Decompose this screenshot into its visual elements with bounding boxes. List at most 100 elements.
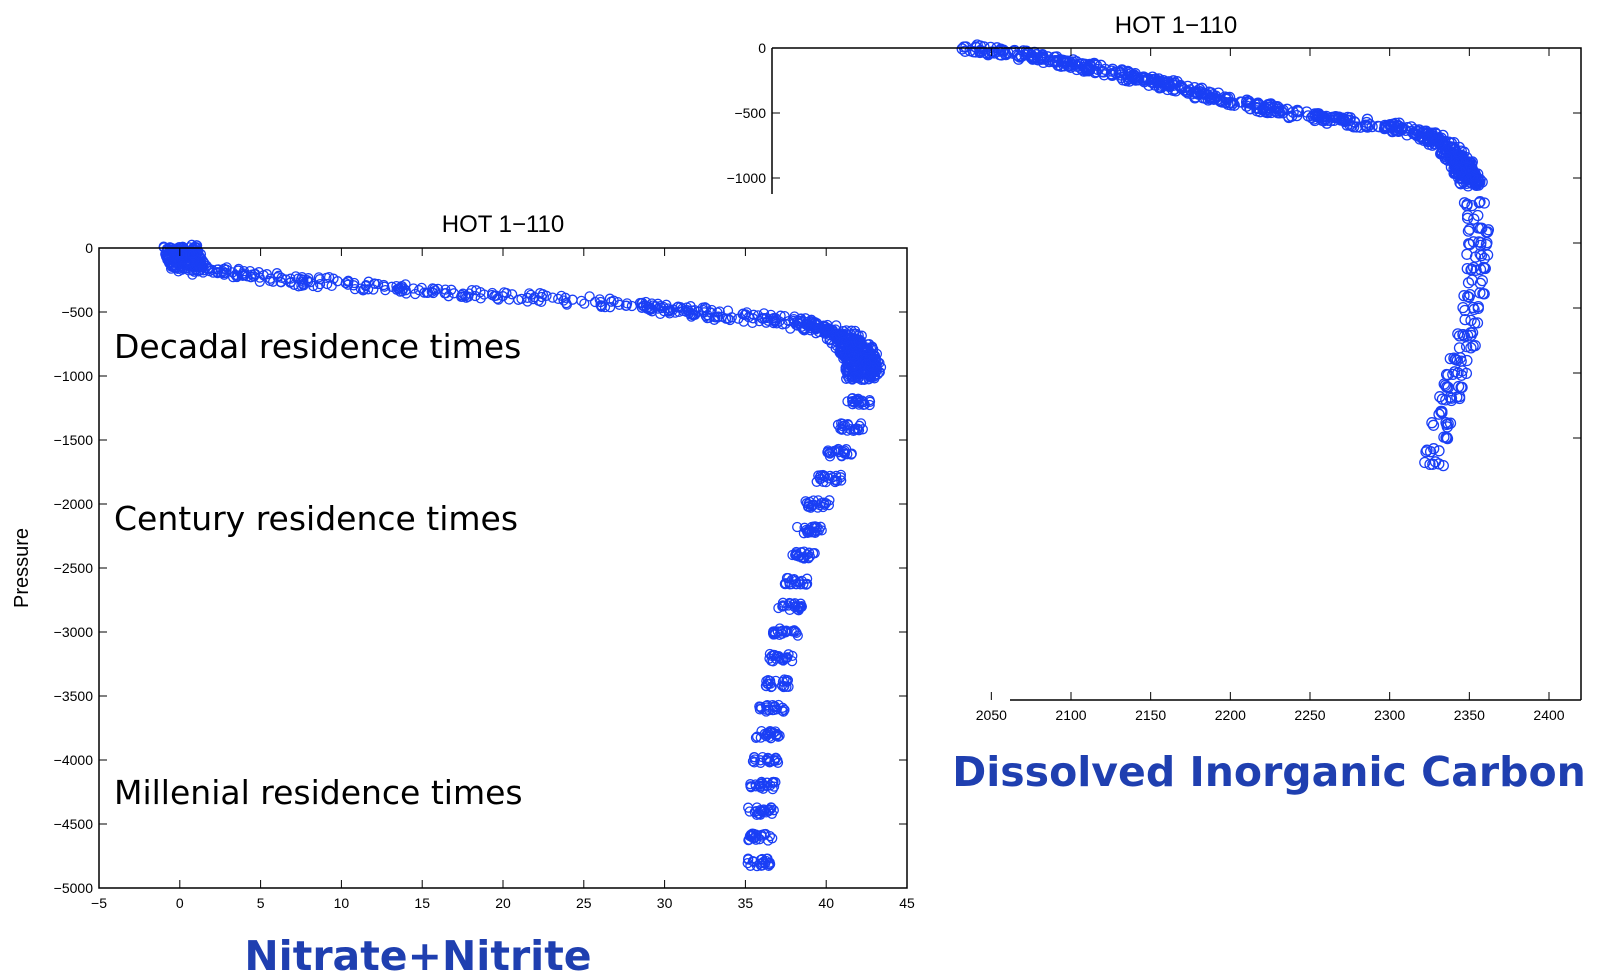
dic-data-point [1457, 301, 1469, 314]
x-tick-label: 2350 [1454, 707, 1485, 723]
dic-data-point [1328, 111, 1340, 124]
nitrate-data-point [848, 350, 860, 361]
nitrate-data-point [595, 296, 606, 308]
dic-data-point [1462, 290, 1474, 303]
y-tick-label: 0 [758, 40, 766, 56]
nitrate-data-point [824, 451, 836, 462]
dic-data-point [1461, 209, 1474, 222]
nitrate-data-point [394, 283, 405, 295]
dic-data-point [1444, 417, 1457, 429]
nitrate-data-point [213, 264, 224, 275]
nitrate-data-point [811, 320, 823, 331]
nitrate-data-point [758, 804, 769, 815]
dic-data-point [1435, 405, 1447, 418]
nitrate-data-point [858, 396, 869, 408]
x-tick-label: −5 [91, 895, 107, 911]
nitrate-data-point [750, 834, 762, 845]
dic-data-point [1386, 125, 1399, 138]
dic-data-point [1361, 121, 1374, 133]
nitrate-data-point [779, 600, 790, 612]
dic-data-point [1467, 236, 1480, 248]
nitrate-data-point [846, 449, 857, 460]
nitrate-data-point [752, 310, 764, 321]
dic-data-point [1427, 419, 1440, 431]
dic-data-point [1461, 262, 1473, 275]
nitrate-data-point [758, 856, 769, 867]
dic-data-point [1071, 60, 1083, 72]
nitrate-data-point [783, 600, 794, 611]
nitrate-data-point [794, 576, 805, 587]
nitrate-data-point [781, 674, 792, 686]
nitrate-data-point [742, 857, 753, 869]
dic-data-point [1466, 326, 1479, 339]
y-tick-label: −3000 [54, 624, 94, 640]
dic-data-point [1475, 249, 1488, 262]
dic-data-point [1167, 84, 1179, 96]
dic-data-point [1463, 223, 1476, 235]
nitrate-data-point [842, 449, 853, 460]
nitrate-data-point [185, 262, 197, 273]
x-tick-label: 45 [899, 895, 915, 911]
nitrate-data-point [813, 326, 825, 338]
nitrate-data-point [503, 294, 515, 305]
dic-data-point [1057, 56, 1069, 68]
dic-data-point [1441, 151, 1453, 163]
dic-data-point [1461, 354, 1473, 367]
nitrate-data-point [768, 805, 779, 816]
nitrate-data-point [750, 781, 761, 792]
nitrate-data-point [253, 267, 265, 278]
nitrate-data-point [796, 601, 807, 612]
nitrate-data-point [670, 307, 681, 318]
dic-data-point [1421, 444, 1433, 456]
nitrate-data-point [774, 316, 785, 327]
dic-data-point [1469, 339, 1481, 352]
dic-data-point [1452, 328, 1464, 340]
nitrate-data-point [803, 547, 815, 558]
nitrate-data-point [663, 306, 674, 317]
dic-data-point [1036, 49, 1049, 61]
nitrate-data-point [432, 283, 444, 295]
y-tick-label: −2500 [54, 560, 94, 576]
nitrate-data-point [743, 854, 754, 865]
dic-data-point [1189, 92, 1201, 104]
nitrate-data-point [811, 521, 823, 533]
nitrate-data-point [343, 275, 354, 286]
dic-data-point [1473, 197, 1485, 209]
dic-data-point [1064, 59, 1077, 72]
dic-data-point [1147, 74, 1159, 86]
nitrate-data-point [187, 249, 199, 261]
nitrate-data-point [815, 473, 826, 485]
nitrate-data-point [858, 399, 869, 411]
nitrate-data-point [413, 284, 425, 296]
nitrate-data-point [584, 291, 595, 302]
dic-data-point [1145, 76, 1158, 88]
dic-data-point [1249, 98, 1261, 110]
dic-data-point [1464, 288, 1476, 301]
nitrate-data-point [804, 322, 816, 334]
nitrate-data-point [522, 296, 533, 307]
dic-data-point [1401, 121, 1413, 134]
nitrate-data-point [770, 730, 782, 741]
dic-data-point [1434, 391, 1446, 403]
dic-data-point [1333, 111, 1345, 123]
dic-chart: 0−500−1000 2050 2100 2150 2200 2250 2300 2350 2… [727, 12, 1586, 796]
dic-chart-title: HOT 1−110 [1115, 12, 1238, 39]
nitrate-data-point [340, 277, 352, 289]
dic-data-point [1477, 261, 1490, 274]
nitrate-data-point [321, 272, 332, 284]
y-tick-label: −5000 [54, 880, 94, 896]
nitrate-data-point [801, 578, 813, 590]
nitrate-data-point [400, 285, 411, 296]
nitrate-data-point [440, 287, 452, 299]
nitrate-data-point [212, 267, 223, 279]
nitrate-data-point [165, 263, 177, 274]
dic-data-point [1441, 432, 1454, 445]
dic-data-point [1448, 136, 1460, 149]
y-tick-label: −1500 [54, 432, 94, 448]
dic-data-point [1320, 113, 1332, 125]
nitrate-data-point [349, 277, 360, 289]
dic-data-point [1428, 443, 1440, 455]
nitrate-data-point [533, 295, 544, 306]
nitrate-data-point [791, 627, 802, 639]
nitrate-data-point [772, 626, 783, 637]
